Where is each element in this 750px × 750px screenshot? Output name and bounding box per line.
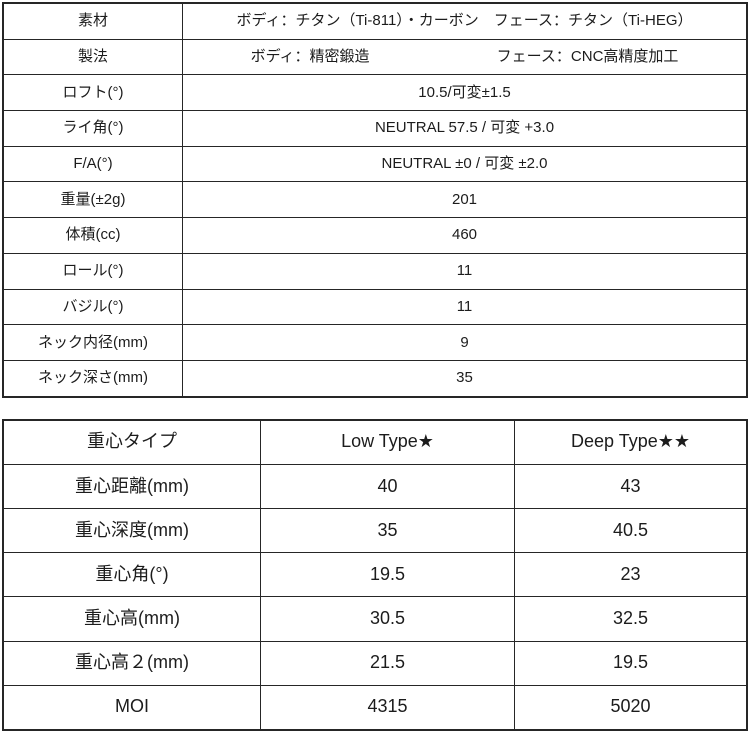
cg-label-depth: 重心深度(mm): [2, 507, 261, 554]
spec-label-neck-depth: ネック深さ(mm): [2, 359, 183, 398]
cg-header-row: 重心タイプ Low Type★ Deep Type★★: [2, 419, 748, 465]
spec-label-roll: ロール(°): [2, 252, 183, 290]
spec-value-loft: 10.5/可変±1.5: [182, 74, 748, 112]
spec-table: 素材 ボディ：チタン（Ti-811）・カーボン フェース：チタン（Ti-HEG）…: [2, 2, 748, 398]
cg-header-deep: Deep Type★★: [514, 419, 748, 465]
spec-label-loft: ロフト(°): [2, 74, 183, 112]
spec-value-bulge: 11: [182, 288, 748, 326]
cg-label-height: 重心高(mm): [2, 596, 261, 642]
spec-label-lie: ライ角(°): [2, 110, 183, 147]
cg-deep-angle: 23: [514, 552, 748, 598]
spec-row-bulge: バジル(°) 11: [2, 288, 748, 326]
spec-value-weight: 201: [182, 181, 748, 219]
method-split: ボディ：精密鍛造 フェース：CNC高精度加工: [187, 48, 742, 66]
spec-label-method: 製法: [2, 38, 183, 76]
spec-row-neck-bore: ネック内径(mm) 9: [2, 324, 748, 361]
cg-deep-height2: 19.5: [514, 640, 748, 686]
spec-label-material: 素材: [2, 2, 183, 40]
spec-label-bulge: バジル(°): [2, 288, 183, 326]
cg-deep-height: 32.5: [514, 596, 748, 642]
cg-low-depth: 35: [260, 507, 515, 554]
cg-low-height2: 21.5: [260, 640, 515, 686]
cg-header-low: Low Type★: [260, 419, 515, 465]
spec-label-volume: 体積(cc): [2, 217, 183, 254]
cg-low-moi: 4315: [260, 684, 515, 731]
spec-value-method: ボディ：精密鍛造 フェース：CNC高精度加工: [182, 38, 748, 76]
spec-row-lie: ライ角(°) NEUTRAL 57.5 / 可変 +3.0: [2, 110, 748, 147]
cg-table: 重心タイプ Low Type★ Deep Type★★ 重心距離(mm) 40 …: [2, 418, 748, 731]
cg-low-angle: 19.5: [260, 552, 515, 598]
cg-label-height2: 重心高２(mm): [2, 640, 261, 686]
spec-row-method: 製法 ボディ：精密鍛造 フェース：CNC高精度加工: [2, 38, 748, 76]
cg-row-distance: 重心距離(mm) 40 43: [2, 463, 748, 509]
cg-row-height2: 重心高２(mm) 21.5 19.5: [2, 640, 748, 686]
spec-sheet: 素材 ボディ：チタン（Ti-811）・カーボン フェース：チタン（Ti-HEG）…: [2, 2, 748, 731]
spec-row-neck-depth: ネック深さ(mm) 35: [2, 359, 748, 398]
spec-row-roll: ロール(°) 11: [2, 252, 748, 290]
method-face: フェース：CNC高精度加工: [496, 48, 679, 66]
spec-value-lie: NEUTRAL 57.5 / 可変 +3.0: [182, 110, 748, 147]
cg-row-depth: 重心深度(mm) 35 40.5: [2, 507, 748, 554]
method-body: ボディ：精密鍛造: [250, 48, 370, 66]
cg-deep-distance: 43: [514, 463, 748, 509]
cg-deep-moi: 5020: [514, 684, 748, 731]
spec-label-fa: F/A(°): [2, 145, 183, 183]
cg-low-distance: 40: [260, 463, 515, 509]
cg-low-height: 30.5: [260, 596, 515, 642]
spec-value-roll: 11: [182, 252, 748, 290]
spec-value-neck-bore: 9: [182, 324, 748, 361]
spec-value-fa: NEUTRAL ±0 / 可変 ±2.0: [182, 145, 748, 183]
cg-row-height: 重心高(mm) 30.5 32.5: [2, 596, 748, 642]
spec-label-weight: 重量(±2g): [2, 181, 183, 219]
cg-deep-depth: 40.5: [514, 507, 748, 554]
spec-value-volume: 460: [182, 217, 748, 254]
cg-header-type: 重心タイプ: [2, 419, 261, 465]
spec-row-volume: 体積(cc) 460: [2, 217, 748, 254]
cg-row-moi: MOI 4315 5020: [2, 684, 748, 731]
cg-label-angle: 重心角(°): [2, 552, 261, 598]
cg-row-angle: 重心角(°) 19.5 23: [2, 552, 748, 598]
spec-value-material: ボディ：チタン（Ti-811）・カーボン フェース：チタン（Ti-HEG）: [182, 2, 748, 40]
spec-label-neck-bore: ネック内径(mm): [2, 324, 183, 361]
spec-row-loft: ロフト(°) 10.5/可変±1.5: [2, 74, 748, 112]
spec-row-weight: 重量(±2g) 201: [2, 181, 748, 219]
cg-label-distance: 重心距離(mm): [2, 463, 261, 509]
spec-row-material: 素材 ボディ：チタン（Ti-811）・カーボン フェース：チタン（Ti-HEG）: [2, 2, 748, 40]
spec-value-neck-depth: 35: [182, 359, 748, 398]
spec-row-fa: F/A(°) NEUTRAL ±0 / 可変 ±2.0: [2, 145, 748, 183]
cg-label-moi: MOI: [2, 684, 261, 731]
